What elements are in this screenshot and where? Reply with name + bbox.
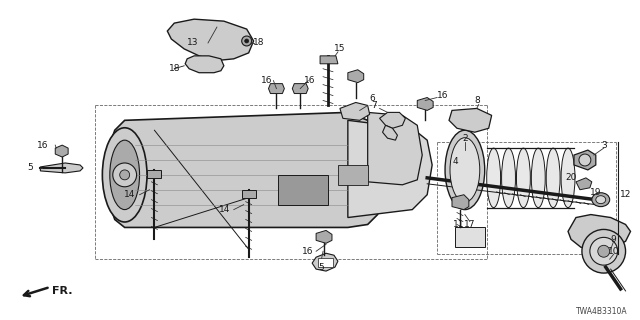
Text: 16: 16 [303,247,314,256]
Polygon shape [292,84,308,93]
Polygon shape [417,98,433,110]
Polygon shape [242,190,255,198]
Ellipse shape [502,148,515,208]
Polygon shape [574,150,596,170]
Text: 5: 5 [318,263,324,272]
Text: 17: 17 [464,220,476,229]
Ellipse shape [531,148,545,208]
Text: 12: 12 [620,190,631,199]
Text: 2: 2 [462,134,468,143]
Polygon shape [348,120,432,218]
Polygon shape [110,112,378,228]
Text: FR.: FR. [52,286,73,296]
Text: TWA4B3310A: TWA4B3310A [576,307,628,316]
Ellipse shape [592,193,610,207]
Ellipse shape [546,148,560,208]
Polygon shape [40,163,83,173]
Text: 7: 7 [371,101,376,110]
Polygon shape [568,214,630,249]
Polygon shape [167,19,253,61]
Text: 18: 18 [253,38,264,47]
Polygon shape [147,170,161,178]
Text: 8: 8 [474,96,479,105]
Ellipse shape [445,130,484,210]
Polygon shape [340,102,370,120]
Text: 16: 16 [260,76,272,85]
Polygon shape [269,84,284,93]
Text: 5: 5 [28,164,33,172]
Ellipse shape [110,140,140,210]
Text: 10: 10 [608,247,620,256]
Polygon shape [55,145,68,157]
Circle shape [598,245,610,257]
Text: 9: 9 [611,235,616,244]
Polygon shape [278,175,328,204]
Circle shape [579,154,591,166]
Text: 11: 11 [453,220,465,229]
Text: 6: 6 [370,94,376,103]
Polygon shape [449,108,492,132]
Polygon shape [383,125,397,140]
Circle shape [582,229,625,273]
Polygon shape [455,228,484,247]
Text: 14: 14 [219,205,230,214]
Polygon shape [318,258,333,267]
Text: 16: 16 [36,140,48,150]
Ellipse shape [486,148,500,208]
Polygon shape [380,112,405,128]
Text: 4: 4 [452,157,458,166]
Circle shape [244,39,249,43]
Text: 16: 16 [437,91,449,100]
Polygon shape [338,165,368,185]
Text: 3: 3 [601,140,607,150]
Polygon shape [576,178,592,190]
Ellipse shape [561,148,575,208]
Text: 20: 20 [565,173,577,182]
Text: 19: 19 [590,188,602,197]
Circle shape [113,163,136,187]
Circle shape [120,170,130,180]
Polygon shape [368,112,422,185]
Text: 18: 18 [168,64,180,73]
Text: 13: 13 [188,38,199,47]
Circle shape [590,237,618,265]
Polygon shape [348,70,364,83]
Ellipse shape [516,148,531,208]
Polygon shape [320,56,338,64]
Polygon shape [316,230,332,243]
Circle shape [242,36,252,46]
Text: 14: 14 [124,190,135,199]
Polygon shape [312,253,338,271]
Ellipse shape [596,196,605,204]
Text: 16: 16 [305,76,316,85]
Polygon shape [452,195,469,210]
Polygon shape [185,56,224,73]
Ellipse shape [450,138,480,202]
Text: 15: 15 [334,44,346,53]
Ellipse shape [102,128,147,222]
